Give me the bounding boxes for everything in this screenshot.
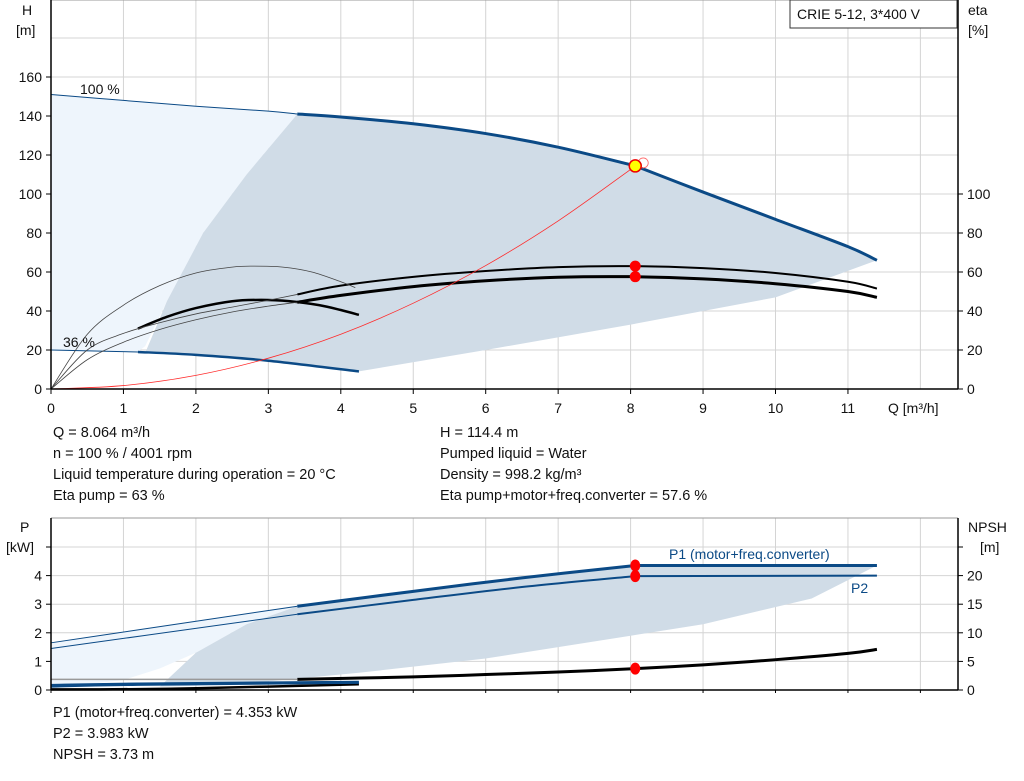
h100-thin-curve (50, 94, 298, 115)
eta-pump-curve (297, 265, 878, 296)
top-y-label-name: H (22, 2, 32, 18)
top-y-tick-label: 100 (19, 186, 43, 202)
bottom-y-tick-label: 2 (34, 625, 42, 641)
top-y2-tick-label: 80 (967, 225, 983, 241)
top-y-tick-label: 140 (19, 108, 43, 124)
npsh-value: NPSH = 3.73 m (53, 747, 155, 763)
top-x-tick-label: 9 (699, 400, 707, 416)
npsh-point (630, 662, 641, 675)
top-x-tick-label: 4 (337, 400, 345, 416)
legend-box (789, 0, 958, 29)
p2-thin-curve (50, 613, 298, 650)
p2-curve-label: P2 (851, 580, 868, 596)
head-value: H = 114.4 m (440, 425, 519, 441)
liquid-value: Pumped liquid = Water (440, 446, 587, 462)
top-y-label-unit: [m] (16, 22, 35, 38)
top-y-tick-label: 60 (26, 264, 42, 280)
h36-curve (137, 350, 360, 373)
flow-value: Q = 8.064 m³/h (53, 425, 151, 441)
top-y-tick-label: 80 (26, 225, 42, 241)
p1-curve-label: P1 (motor+freq.converter) (669, 546, 830, 562)
bottom-y2-tick-label: 10 (967, 625, 983, 641)
power-npsh-plot: 0 1 2 3 4 0 5 10 15 20 (34, 517, 983, 698)
bottom-y2-tick-label: 20 (967, 568, 983, 584)
duty-point (628, 159, 642, 173)
h36-thin-curve (50, 349, 138, 353)
bottom-y2-tick-label: 0 (967, 682, 975, 698)
eta-total-36-curve (137, 298, 360, 330)
p2-value: P2 = 3.983 kW (53, 726, 149, 742)
top-y2-label-unit: [%] (968, 22, 988, 38)
top-x-tick-label: 2 (192, 400, 200, 416)
top-x-tick-label: 10 (768, 400, 784, 416)
top-x-tick-label: 3 (264, 400, 272, 416)
top-y-tick-label: 120 (19, 147, 43, 163)
head-efficiency-plot: 0 20 40 60 80 100 120 140 160 0 20 40 60 80 100 0 1 2 3 4 5 6… (19, 0, 991, 416)
top-y-tick-label: 0 (34, 381, 42, 397)
bot-y-label-name: P (20, 519, 29, 535)
top-y2-label-name: eta (968, 2, 988, 18)
top-y2-tick-label: 0 (967, 381, 975, 397)
operating-area-light (51, 94, 298, 352)
system-curve-curve (50, 164, 638, 390)
bot-y-label-unit: [kW] (6, 539, 34, 555)
p1-curve (297, 564, 877, 608)
top-y2-tick-label: 40 (967, 303, 983, 319)
legend-text: CRIE 5-12, 3*400 V (797, 6, 921, 22)
bottom-y-tick-label: 4 (34, 568, 42, 584)
eta-pump-36-curve (50, 265, 356, 390)
eta-speed-b-curve (50, 301, 298, 390)
bot-y2-label-name: NPSH (968, 519, 1007, 535)
eta-pump-point (629, 260, 641, 272)
bottom-y2-tick-label: 5 (967, 653, 975, 669)
info-left-column: Q = 8.064 m³/h n = 100 % / 4001 rpm Liqu… (53, 423, 336, 507)
density-value: Density = 998.2 kg/m³ (440, 467, 582, 483)
top-y-tick-label: 40 (26, 303, 42, 319)
top-x-tick-label: 0 (47, 400, 55, 416)
top-x-tick-label: 6 (482, 400, 490, 416)
eta-total-value: Eta pump+motor+freq.converter = 57.6 % (440, 488, 708, 504)
top-y2-tick-label: 60 (967, 264, 983, 280)
top-y2-tick-label: 100 (967, 186, 991, 202)
bot-y2-label-unit: [m] (980, 539, 999, 555)
bottom-y-tick-label: 0 (34, 682, 42, 698)
speed-value: n = 100 % / 4001 rpm (53, 446, 193, 462)
top-y2-tick-label: 20 (967, 342, 983, 358)
eta-speed-a-curve (50, 294, 298, 390)
p2-curve (297, 574, 877, 616)
top-y-tick-label: 20 (26, 342, 42, 358)
top-x-tick-label: 5 (409, 400, 417, 416)
p1-value: P1 (motor+freq.converter) = 4.353 kW (53, 705, 298, 721)
eta-pump-value: Eta pump = 63 % (53, 488, 165, 504)
power-area-light (51, 606, 298, 689)
bottom-y-tick-label: 1 (34, 653, 42, 669)
info-bottom: P1 (motor+freq.converter) = 4.353 kW P2 … (53, 703, 297, 766)
eta-total-curve (297, 275, 878, 304)
top-x-tick-label: 8 (627, 400, 635, 416)
speed-label-36: 36 % (63, 334, 95, 350)
speed-label-100: 100 % (80, 81, 120, 97)
bottom-y-tick-label: 3 (34, 596, 42, 612)
top-x-axis-label: Q [m³/h] (888, 400, 939, 416)
eta-total-point (629, 271, 641, 283)
info-right-column: H = 114.4 m Pumped liquid = Water Densit… (440, 423, 707, 507)
top-x-tick-label: 1 (120, 400, 128, 416)
p2-point (630, 570, 641, 583)
top-x-tick-label: 7 (554, 400, 562, 416)
p1-point (630, 559, 641, 572)
p1-36-curve (50, 680, 359, 687)
p2-36-curve (50, 682, 359, 688)
p1-thin-curve (50, 605, 298, 644)
top-y-tick-label: 160 (19, 69, 43, 85)
temperature-value: Liquid temperature during operation = 20… (53, 467, 336, 483)
top-x-tick-label: 11 (841, 400, 856, 416)
bottom-y2-tick-label: 15 (967, 596, 983, 612)
power-area-dark (159, 565, 877, 687)
